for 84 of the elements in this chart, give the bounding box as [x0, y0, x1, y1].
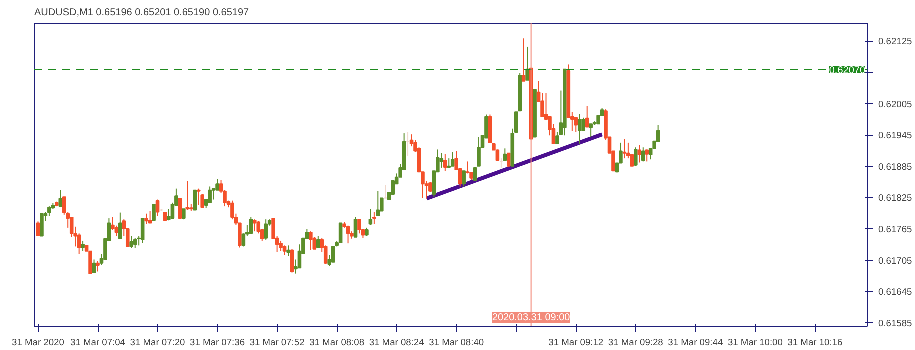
x-tick-label: 31 Mar 08:40	[429, 338, 484, 348]
candlestick	[133, 238, 138, 249]
candlestick	[450, 152, 455, 167]
candlestick	[641, 147, 646, 162]
y-tick-label: 0.61645	[878, 287, 912, 298]
chart-title: AUDUSD,M1 0.65196 0.65201 0.65190 0.65197	[34, 8, 250, 18]
candlestick	[368, 208, 373, 226]
y-tick-label: 0.61585	[878, 318, 912, 328]
candlestick	[152, 204, 156, 222]
candlestick	[140, 218, 145, 244]
candlestick	[216, 178, 220, 191]
candlestick	[144, 213, 148, 225]
candlestick	[622, 138, 627, 160]
candlestick	[462, 170, 466, 188]
candlestick	[503, 148, 508, 162]
candlestick	[358, 219, 362, 234]
candlestick	[148, 210, 152, 224]
candlestick	[582, 117, 586, 132]
y-tick-label: 0.61765	[878, 224, 912, 234]
candlestick	[186, 180, 190, 211]
y-tick-label: 0.61885	[878, 162, 912, 172]
candlestick	[585, 106, 590, 128]
candlestick	[477, 136, 481, 167]
candlestick	[507, 152, 511, 167]
y-tick-label: 0.61945	[878, 130, 912, 141]
candlestick	[130, 236, 134, 249]
candlestick	[48, 206, 52, 217]
candlestick	[372, 212, 376, 225]
candlestick	[316, 236, 320, 249]
y-tick-label: 0.62005	[878, 99, 912, 110]
x-tick-label: 31 Mar 09:12	[548, 338, 604, 348]
y-tick-label: 0.61705	[878, 256, 912, 266]
x-tick-label: 31 Mar 07:52	[250, 338, 305, 348]
candlestick	[118, 212, 122, 240]
candlestick	[578, 114, 582, 144]
x-tick-label: 31 Mar 10:00	[728, 338, 783, 348]
candlestick	[92, 259, 96, 274]
candlestick	[282, 245, 287, 256]
candlestick	[40, 213, 44, 237]
candlestick	[264, 219, 268, 240]
x-tick-label: 31 Mar 08:08	[310, 338, 365, 348]
candlestick	[522, 38, 526, 82]
candlestick	[634, 147, 638, 167]
candlestick	[178, 198, 182, 220]
candlestick	[249, 217, 254, 234]
candlestick	[309, 231, 313, 251]
candlestick	[645, 149, 650, 162]
candlestick	[193, 190, 198, 211]
candlestick	[279, 240, 283, 252]
x-tick-label: 31 Mar 2020	[12, 338, 64, 348]
candlestick	[196, 188, 201, 206]
ref-line-label: 2020.03.31 09:00	[492, 312, 571, 324]
candlestick	[182, 208, 186, 220]
candlestick	[526, 46, 530, 81]
candlestick	[58, 190, 63, 208]
x-tick-label: 31 Mar 07:20	[130, 338, 186, 348]
candlestick	[156, 199, 160, 217]
x-tick-label: 31 Mar 09:44	[668, 338, 724, 348]
y-tick-label: 0.62125	[878, 36, 912, 47]
candlestick	[638, 144, 642, 164]
ref-line-label: 0.62070	[829, 65, 866, 76]
y-tick-label: 0.61825	[878, 193, 912, 204]
candlestick	[443, 154, 448, 172]
candlestick	[252, 219, 257, 232]
x-tick-label: 31 Mar 09:28	[608, 338, 664, 348]
x-tick-label: 31 Mar 07:36	[190, 338, 246, 348]
candlestick	[36, 221, 40, 236]
candlestick	[589, 124, 593, 138]
candlestick	[473, 166, 478, 182]
x-tick-label: 31 Mar 10:16	[788, 338, 843, 348]
candlestick	[354, 217, 358, 238]
candlestick	[540, 92, 544, 118]
x-tick-label: 31 Mar 07:04	[70, 338, 126, 348]
candlestick	[338, 222, 343, 244]
candlestick	[96, 260, 100, 272]
candlestick	[81, 240, 85, 252]
x-tick-label: 31 Mar 08:24	[369, 338, 424, 348]
candlestick	[440, 152, 444, 168]
candlestick	[447, 158, 452, 168]
candlestick	[208, 186, 212, 204]
candlestick	[346, 225, 350, 244]
candlestick	[376, 190, 380, 216]
candlestick	[286, 245, 290, 257]
candlestick	[290, 248, 294, 274]
